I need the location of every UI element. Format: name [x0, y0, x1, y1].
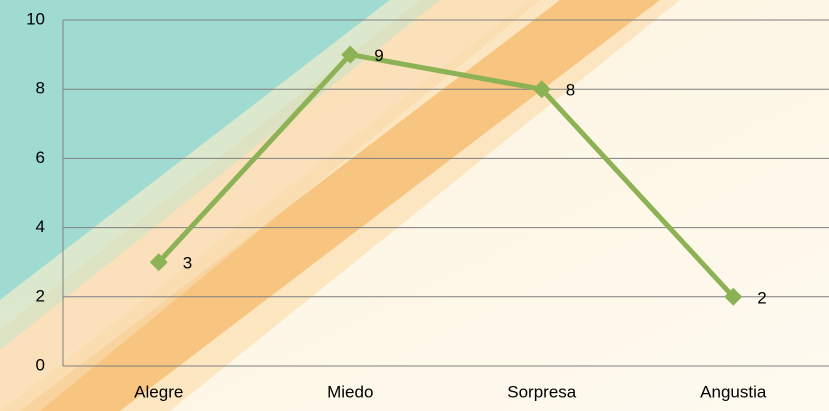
- y-tick-label: 2: [36, 286, 45, 305]
- y-tick-label: 6: [36, 148, 45, 167]
- data-label: 8: [566, 81, 575, 100]
- x-tick-label: Angustia: [700, 382, 767, 401]
- y-tick-label: 4: [36, 217, 45, 236]
- marker: [149, 253, 168, 272]
- x-tick-label: Sorpresa: [507, 382, 577, 401]
- data-label: 2: [757, 288, 766, 307]
- data-label: 3: [183, 254, 192, 273]
- y-tick-label: 10: [26, 9, 45, 28]
- y-tick-label: 8: [36, 79, 45, 98]
- marker: [341, 45, 360, 64]
- x-tick-label: Miedo: [327, 382, 373, 401]
- marker: [532, 80, 551, 99]
- line: [156, 52, 736, 299]
- marker: [724, 287, 743, 306]
- y-tick-label: 0: [36, 355, 45, 374]
- x-tick-label: Alegre: [134, 382, 183, 401]
- data-label: 9: [374, 46, 383, 65]
